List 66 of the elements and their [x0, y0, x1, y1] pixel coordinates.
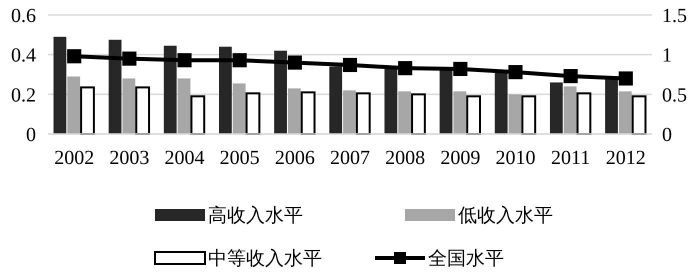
- bar: [564, 86, 577, 134]
- x-tick-label: 2011: [551, 147, 590, 169]
- y-tick-label: 0: [26, 124, 36, 146]
- point: [453, 62, 468, 76]
- bar: [54, 36, 66, 134]
- bar: [329, 66, 342, 134]
- bar: [190, 95, 206, 135]
- bar: [398, 91, 412, 134]
- x-tick-label: 2002: [54, 147, 94, 169]
- x-tick-label: 2009: [440, 147, 480, 169]
- bar: [632, 95, 646, 135]
- legend-label: 低收入水平: [458, 204, 553, 227]
- x-tick-label: 2008: [385, 147, 426, 169]
- point: [508, 65, 523, 80]
- x-tick-label: 2005: [220, 147, 260, 169]
- point: [177, 53, 192, 68]
- bar: [108, 40, 122, 134]
- bar: [508, 94, 522, 134]
- bar: [384, 68, 398, 134]
- bar: [411, 93, 426, 135]
- y2-tick-label: 0.5: [662, 84, 687, 106]
- point: [67, 49, 82, 64]
- bar: [618, 91, 632, 134]
- bar: [453, 91, 466, 134]
- x-tick-label: 2010: [495, 147, 536, 169]
- x-tick-label: 2003: [109, 147, 150, 169]
- bar: [343, 90, 356, 134]
- bar: [288, 88, 301, 134]
- point: [122, 52, 136, 66]
- y2-tick-label: 0: [662, 124, 672, 146]
- bar: [550, 82, 563, 134]
- point: [342, 58, 358, 72]
- point: [398, 61, 412, 76]
- bar: [521, 95, 536, 135]
- bar: [164, 46, 177, 134]
- bar: [466, 95, 482, 135]
- bar: [576, 92, 592, 135]
- y-tick-label: 0.4: [11, 44, 36, 67]
- bar: [135, 86, 150, 135]
- bar: [122, 78, 136, 134]
- y-tick-label: 0.2: [11, 84, 36, 106]
- bar: [178, 78, 190, 134]
- x-tick-label: 2012: [606, 147, 646, 169]
- y2-tick-label: 1.5: [662, 5, 687, 27]
- x-tick-label: 2007: [330, 147, 370, 169]
- legend-label: 高收入水平: [208, 204, 303, 227]
- y2-tick-label: 1: [662, 44, 672, 67]
- x-tick-label: 2004: [164, 147, 205, 169]
- point: [564, 69, 578, 84]
- bar: [232, 83, 246, 134]
- bar: [246, 92, 260, 135]
- x-tick-label: 2006: [274, 147, 315, 169]
- point: [232, 53, 247, 68]
- y-tick-label: 0.6: [11, 5, 36, 27]
- bar: [67, 76, 80, 134]
- bar: [356, 92, 371, 135]
- bar: [440, 68, 452, 134]
- bar: [494, 72, 508, 134]
- bar: [80, 86, 95, 135]
- point: [618, 71, 633, 86]
- bar: [218, 46, 232, 134]
- point: [288, 56, 302, 70]
- legend-label: 中等收入水平: [208, 248, 322, 270]
- bar: [300, 91, 316, 135]
- legend-label: 全国水平: [428, 248, 504, 270]
- bar: [274, 50, 287, 134]
